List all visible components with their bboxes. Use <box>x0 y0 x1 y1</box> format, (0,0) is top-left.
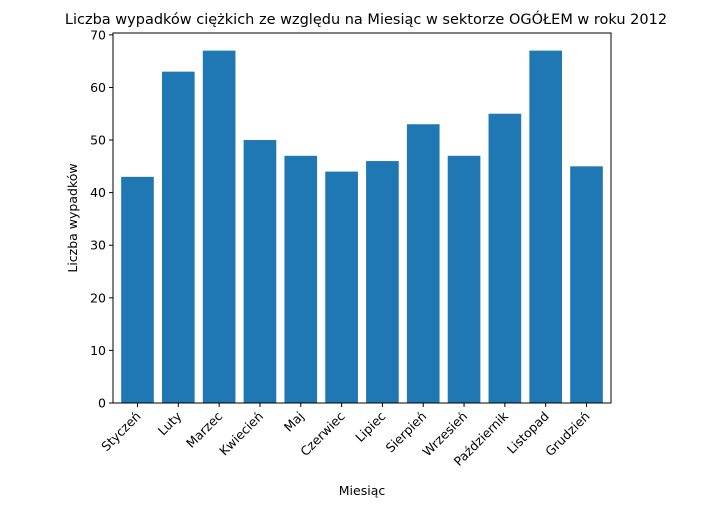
bar-6 <box>366 161 399 403</box>
bar-8 <box>447 155 481 403</box>
bars <box>121 50 603 404</box>
x-tick-label: Czerwiec <box>297 408 348 459</box>
y-tick-label: 50 <box>90 133 106 148</box>
x-tick-label: Luty <box>155 408 185 438</box>
y-tick-label: 60 <box>90 80 106 95</box>
bar-4 <box>284 155 318 403</box>
x-tick-label: Kwiecień <box>216 409 266 459</box>
bar-2 <box>202 50 236 403</box>
plot-frame <box>112 32 612 404</box>
x-tick-label: Styczeń <box>98 409 143 454</box>
x-tick-label: Lipiec <box>352 408 388 444</box>
x-axis-label: Miesiąc <box>339 483 386 498</box>
x-tick-label: Grudzień <box>542 409 592 459</box>
chart-title: Liczba wypadków ciężkich ze względu na M… <box>65 10 667 28</box>
y-tick-label: 0 <box>98 396 106 411</box>
y-tick-label: 10 <box>90 343 106 358</box>
bar-5 <box>325 171 358 403</box>
x-tick-label: Maj <box>281 409 307 435</box>
bar-3 <box>243 140 277 403</box>
y-axis: 0 10 20 30 40 50 60 70 <box>90 27 113 411</box>
bar-1 <box>161 71 195 404</box>
y-axis-label: Liczba wypadków <box>65 163 80 272</box>
bar-0 <box>121 176 154 403</box>
y-tick-label: 30 <box>90 238 106 253</box>
bar-7 <box>406 124 440 403</box>
y-tick-label: 20 <box>90 290 106 305</box>
y-tick-label: 40 <box>90 185 106 200</box>
bar-11 <box>570 166 603 403</box>
bar-10 <box>529 50 563 403</box>
y-tick-label: 70 <box>90 27 106 42</box>
bar-9 <box>488 113 522 403</box>
